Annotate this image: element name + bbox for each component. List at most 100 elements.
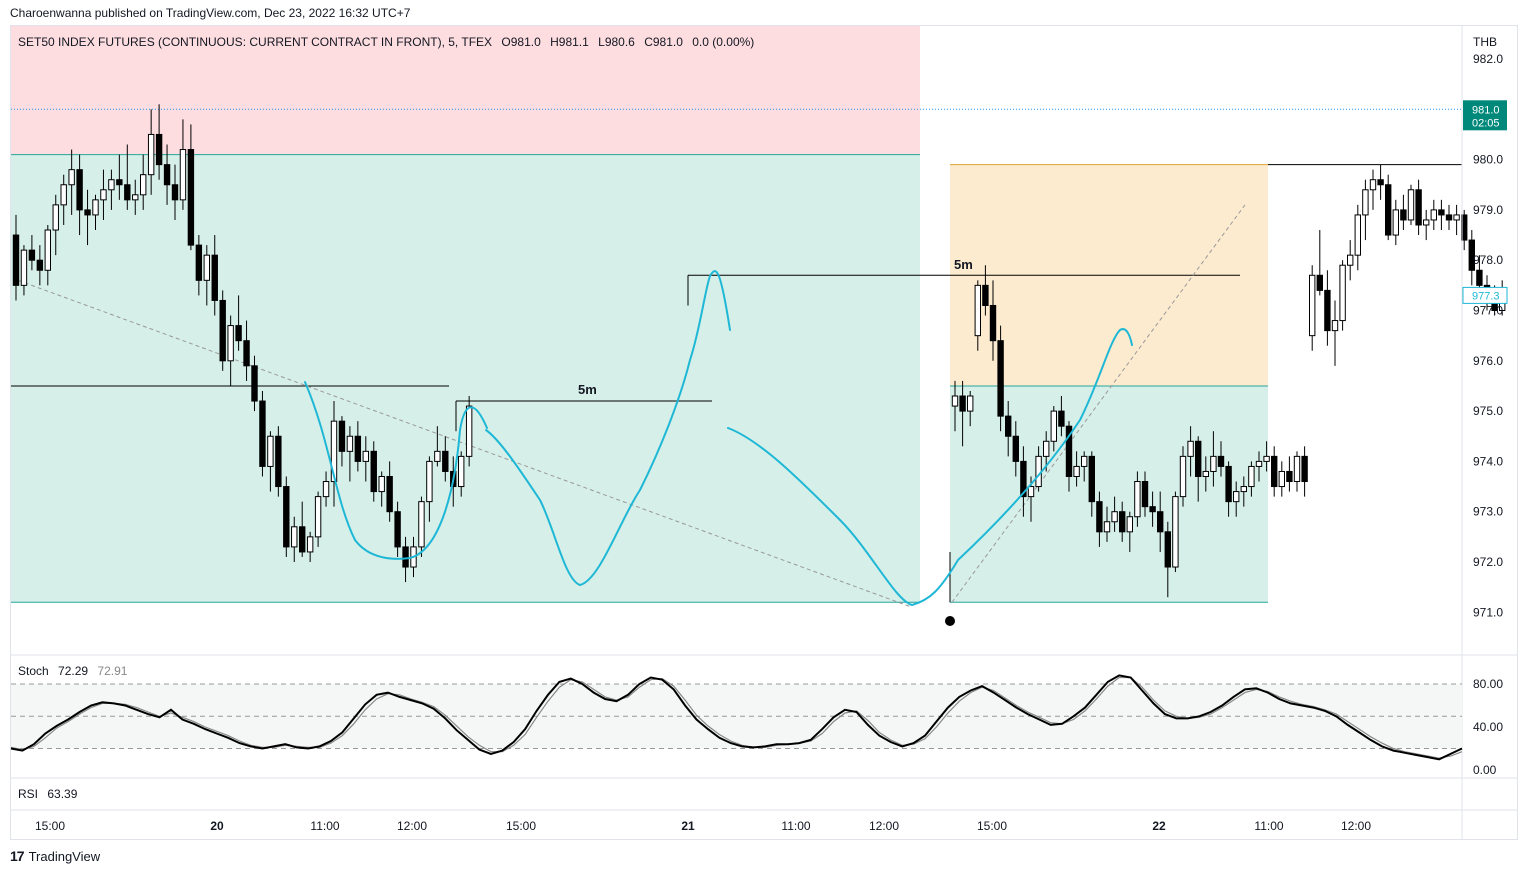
time-tick-label: 20 (210, 819, 224, 833)
candle (967, 390, 974, 427)
candle-body (1073, 465, 1080, 477)
price-tick-label: 974.0 (1473, 454, 1503, 468)
candle-body (1012, 435, 1019, 462)
candle (179, 119, 187, 210)
candle-body (195, 244, 203, 281)
candle (1202, 456, 1209, 492)
candle-body (1248, 465, 1255, 488)
candle (386, 461, 393, 522)
candle-body (1271, 455, 1278, 488)
stoch-pane[interactable]: 80.00 40.00 0.00 (10, 674, 1503, 777)
candle (259, 390, 266, 477)
candle-body (132, 194, 139, 201)
candle-body (259, 400, 266, 467)
cursor-price-text: 977.3 (1472, 290, 1500, 302)
candle-body (36, 259, 44, 271)
currency-label: THB (1473, 35, 1497, 49)
stoch-d-line (10, 676, 1463, 759)
candle (346, 426, 354, 482)
candle-body (1043, 440, 1050, 457)
candle-body (211, 254, 218, 301)
candle-body (219, 299, 226, 362)
candle (418, 496, 425, 557)
candle (1362, 179, 1369, 241)
candle (1111, 496, 1118, 532)
candle (1012, 421, 1019, 477)
candle-body (959, 395, 966, 412)
candle (338, 416, 346, 467)
candle-body (1210, 455, 1217, 472)
candle (1103, 506, 1111, 542)
candle-body (1301, 455, 1308, 483)
cursor-price-bg (1462, 286, 1508, 304)
candles[interactable] (12, 104, 1506, 598)
candle-body (1225, 465, 1232, 503)
price-tick-label: 979.0 (1473, 203, 1503, 217)
candle-body (163, 164, 171, 186)
candle (227, 315, 234, 386)
candle-body (1187, 440, 1194, 457)
candle-body (378, 475, 385, 493)
candle (1248, 461, 1255, 497)
candle (1263, 441, 1270, 472)
candle (1225, 461, 1232, 517)
candle (458, 451, 465, 497)
candle (1423, 209, 1430, 241)
candle-body (314, 496, 322, 538)
candle (1369, 169, 1377, 210)
candle-body (275, 435, 282, 488)
candle-body (227, 325, 234, 362)
candle-body (1195, 440, 1202, 477)
candle-body (1316, 274, 1323, 291)
price-tick-label: 978.0 (1473, 253, 1503, 267)
candle-body (147, 133, 155, 176)
candle-body (982, 284, 989, 306)
price-axis[interactable]: 982.0 980.0 979.0 978.0 977.0 976.0 975.0 974.0… (11, 26, 1517, 840)
candle-body (52, 204, 59, 231)
price-tick-label: 971.0 (1473, 605, 1503, 619)
time-tick-label: 22 (1152, 819, 1166, 833)
candle-body (394, 511, 401, 548)
candle (1331, 300, 1339, 366)
chart-frame (10, 25, 1518, 840)
candle (275, 426, 282, 497)
rsi-legend: RSI 63.39 (18, 787, 78, 801)
candle-body (1400, 209, 1407, 221)
time-axis[interactable]: 15:00 20 11:00 12:00 15:00 21 11:00 12:00 15:00 2… (35, 819, 1371, 833)
candle (974, 280, 981, 351)
time-tick-label: 12:00 (869, 819, 899, 833)
candle (1172, 491, 1179, 573)
candle-body (155, 133, 163, 166)
candle-body (1020, 460, 1027, 498)
candle (195, 235, 203, 296)
time-tick-label: 11:00 (1254, 819, 1283, 833)
candle (442, 436, 449, 482)
candle (291, 516, 298, 562)
zone-1 (11, 154, 920, 603)
candle (1301, 446, 1308, 497)
horizontal-lines (11, 108, 1462, 626)
candle-body (1126, 516, 1133, 533)
trend-line-up (951, 204, 1246, 603)
candle (1195, 436, 1202, 502)
tradingview-brand[interactable]: 17 TradingView (10, 848, 100, 864)
candle-body (179, 149, 187, 201)
stoch-tick-label: 40.00 (1473, 720, 1503, 734)
candle (370, 441, 377, 502)
candle-body (330, 420, 338, 483)
candle (140, 154, 147, 210)
brand-name: TradingView (28, 848, 101, 864)
candle-body (1286, 470, 1293, 483)
candle (1293, 451, 1301, 492)
candle-body (1453, 214, 1460, 221)
candle (1096, 491, 1103, 547)
price-tick-label: 973.0 (1473, 505, 1503, 519)
candle-body (1293, 455, 1301, 483)
candle-body (1217, 455, 1225, 467)
candle (1058, 396, 1065, 437)
candle (92, 194, 99, 231)
publisher-caption: Charoenwanna published on TradingView.co… (10, 6, 411, 20)
candle-body (418, 501, 425, 548)
price-tick-label: 975.0 (1473, 404, 1503, 418)
